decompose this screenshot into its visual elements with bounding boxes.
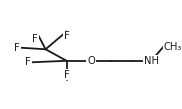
Text: CH₃: CH₃ <box>163 42 182 52</box>
Text: O: O <box>87 56 95 66</box>
Text: F: F <box>64 32 69 42</box>
Text: NH: NH <box>144 56 159 66</box>
Text: F: F <box>32 34 38 44</box>
Text: F: F <box>64 70 69 80</box>
Text: F: F <box>25 57 31 67</box>
Text: F: F <box>15 43 20 53</box>
